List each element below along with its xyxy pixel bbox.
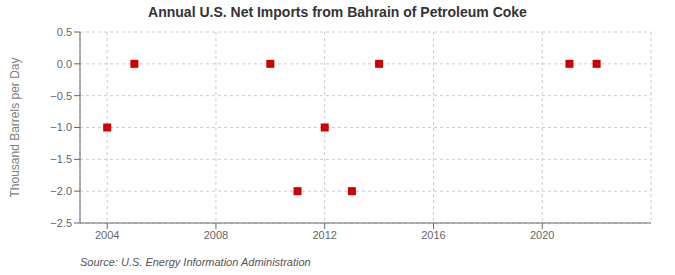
svg-text:Thousand Barrels per Day: Thousand Barrels per Day: [8, 57, 22, 197]
svg-text:0.5: 0.5: [57, 26, 72, 38]
svg-text:2004: 2004: [95, 229, 119, 241]
svg-text:−2.5: −2.5: [50, 217, 72, 229]
svg-text:0.0: 0.0: [57, 58, 72, 70]
svg-text:2012: 2012: [312, 229, 336, 241]
svg-text:−1.0: −1.0: [50, 121, 72, 133]
svg-text:−0.5: −0.5: [50, 90, 72, 102]
html-text:Annual U.S. Net Imports from B: Annual U.S. Net Imports from Bahrain of …: [148, 4, 527, 20]
svg-text:2008: 2008: [204, 229, 228, 241]
svg-text:−2.0: −2.0: [50, 185, 72, 197]
svg-text:2020: 2020: [530, 229, 554, 241]
svg-text:2016: 2016: [421, 229, 445, 241]
svg-text:−1.5: −1.5: [50, 153, 72, 165]
html-text:Source: U.S. Energy Informatio: Source: U.S. Energy Information Administ…: [80, 256, 311, 268]
